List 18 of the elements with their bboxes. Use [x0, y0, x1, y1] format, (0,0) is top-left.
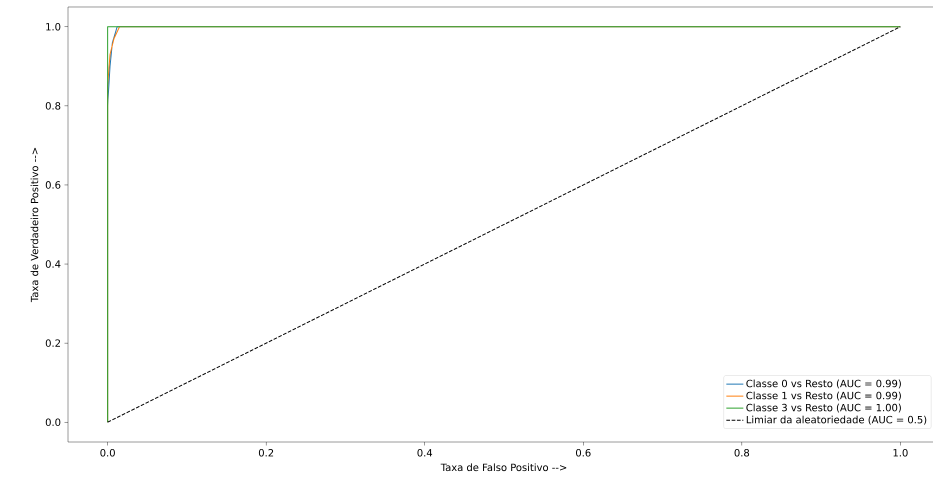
- y-tick-label: 0.8: [46, 102, 60, 110]
- y-tick-label: 0.6: [46, 181, 60, 189]
- y-tick-label: 0.4: [46, 260, 60, 268]
- x-tick-label: 0.2: [258, 449, 274, 457]
- x-axis-title: Taxa de Falso Positivo -->: [440, 463, 566, 472]
- x-tick-label: 0.6: [576, 449, 591, 457]
- y-tick-label: 0.0: [46, 418, 60, 426]
- y-tick-label: 0.2: [46, 339, 60, 347]
- legend-label: Classe 3 vs Resto (AUC = 1.00): [746, 404, 901, 413]
- legend-label: Classe 0 vs Resto (AUC = 0.99): [746, 380, 901, 388]
- x-tick-label: 1.0: [894, 449, 908, 457]
- legend-label: Limiar da aleatoriedade (AUC = 0.5): [746, 416, 926, 425]
- x-tick-label: 0.0: [100, 449, 115, 457]
- y-tick-label: 1.0: [46, 22, 60, 31]
- x-tick-label: 0.4: [417, 449, 432, 457]
- legend-label: Classe 1 vs Resto (AUC = 0.99): [746, 392, 901, 400]
- x-tick-label: 0.8: [734, 449, 750, 457]
- y-axis-title: Taxa de Verdadeiro Positivo -->: [30, 148, 38, 302]
